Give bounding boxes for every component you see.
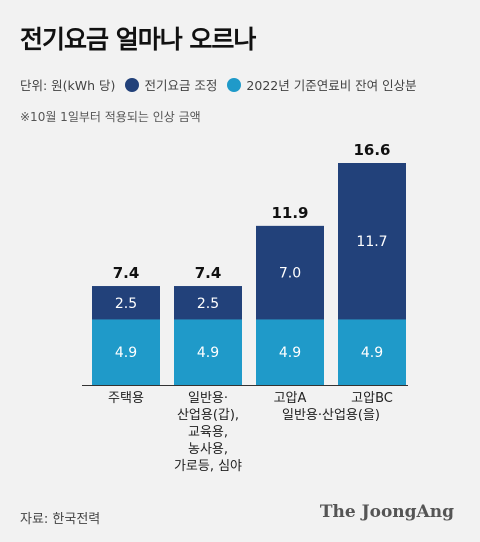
value-label-fuel-3: 4.9 [361,345,383,361]
value-label-fuel-2: 4.9 [279,345,301,361]
category-label-2-0: 고압A [274,391,307,406]
chart-title: 전기요금 얼마나 오르나 [20,25,256,54]
footnote: ※10월 1일부터 적용되는 인상 금액 [20,110,201,124]
total-label-1: 7.4 [195,264,222,282]
total-label-3: 16.6 [353,141,390,159]
value-label-adjust-3: 11.7 [356,234,387,250]
legend-label-adjust: 전기요금 조정 [144,78,218,93]
value-label-fuel-1: 4.9 [197,345,219,361]
total-label-0: 7.4 [113,264,140,282]
legend-label-fuel: 2022년 기준연료비 잔여 인상분 [246,78,417,93]
category-label-1-3: 농사용, [188,442,228,457]
category-label-1-1: 산업용(갑), [177,408,239,423]
legend-swatch-adjust [125,77,140,92]
total-label-2: 11.9 [271,204,308,222]
bar-segment-adjust-2 [256,225,324,320]
unit-label: 단위: 원(kWh 당) [20,78,116,93]
legend-swatch-fuel [227,77,242,92]
bar-segment-adjust-1 [174,286,242,320]
bar-segment-adjust-3 [338,163,406,320]
value-label-adjust-2: 7.0 [279,266,301,282]
bar-segment-adjust-0 [92,286,160,320]
category-label-3-0: 고압BC [351,391,393,406]
legend-item-fuel: 2022년 기준연료비 잔여 인상분 [227,75,417,94]
legend-item-adjust: 전기요금 조정 [125,75,217,94]
value-label-adjust-0: 2.5 [115,296,137,312]
category-label-1-2: 교육용, [188,425,228,440]
value-label-fuel-0: 4.9 [115,345,137,361]
source-credit: 자료: 한국전력 [20,512,101,527]
category-label-0-0: 주택용 [108,391,144,406]
publisher-logo: The JoongAng [319,502,454,522]
group-label: 일반용·산업용(을) [282,408,380,423]
category-label-1-0: 일반용· [188,391,228,406]
bar-segment-fuel-1 [174,319,242,385]
bar-segment-fuel-2 [256,319,324,385]
value-label-adjust-1: 2.5 [197,296,219,312]
category-label-1-4: 가로등, 심야 [174,459,242,474]
legend: 단위: 원(kWh 당) 전기요금 조정 2022년 기준연료비 잔여 인상분 [20,75,417,94]
bar-segment-fuel-3 [338,319,406,385]
bar-segment-fuel-0 [92,319,160,385]
